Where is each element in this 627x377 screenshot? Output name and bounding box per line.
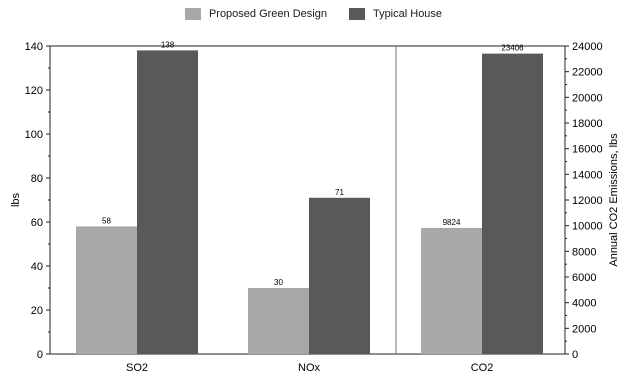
right-axis-tick-label: 22000	[572, 67, 603, 79]
legend-item-typical: Typical House	[348, 8, 443, 20]
right-axis-tick-label: 2000	[572, 323, 596, 335]
right-axis-tick-label: 24000	[572, 41, 603, 53]
left-axis-tick-label: 80	[31, 173, 43, 185]
data-label-nox-typical: 71	[335, 188, 344, 197]
legend-swatch-proposed	[184, 8, 201, 20]
right-axis-tick-label: 16000	[572, 144, 603, 156]
data-label-co2-proposed: 9824	[443, 218, 461, 227]
left-axis-tick-label: 140	[25, 41, 43, 53]
legend-item-proposed: Proposed Green Design	[184, 8, 327, 20]
right-axis-tick-label: 10000	[572, 221, 603, 233]
bar-nox-proposed	[248, 288, 309, 354]
data-label-co2-typical: 23406	[501, 44, 524, 53]
right-axis-tick-label: 12000	[572, 195, 603, 207]
legend-label-proposed: Proposed Green Design	[208, 8, 327, 20]
bar-so2-typical	[137, 50, 198, 355]
left-axis-tick-label: 100	[25, 129, 43, 141]
bar-co2-typical	[482, 53, 543, 355]
bar-co2-proposed	[421, 227, 482, 354]
right-axis-tick-label: 4000	[572, 298, 596, 310]
legend-swatch-typical	[348, 8, 365, 20]
right-axis-tick-label: 6000	[572, 272, 596, 284]
left-axis-tick-label: 60	[31, 217, 43, 229]
left-axis-tick-label: 40	[31, 261, 43, 273]
left-axis-tick-label: 120	[25, 85, 43, 97]
right-axis-tick-label: 8000	[572, 246, 596, 258]
data-label-nox-proposed: 30	[274, 278, 283, 287]
right-axis-tick-label: 18000	[572, 118, 603, 130]
category-label-nox: NOx	[298, 362, 321, 374]
right-axis-tick-label: 0	[572, 349, 578, 361]
left-axis-title: lbs	[10, 192, 22, 207]
category-label-so2: SO2	[126, 362, 148, 374]
data-label-so2-typical: 138	[161, 40, 175, 49]
right-axis-tick-label: 14000	[572, 169, 603, 181]
bar-nox-typical	[309, 197, 370, 354]
category-label-co2: CO2	[471, 362, 494, 374]
bar-so2-proposed	[76, 226, 137, 354]
chart-legend: Proposed Green Design Typical House	[0, 6, 627, 22]
left-axis-tick-label: 20	[31, 305, 43, 317]
right-axis-tick-label: 20000	[572, 92, 603, 104]
legend-label-typical: Typical House	[372, 8, 443, 20]
data-label-so2-proposed: 58	[102, 216, 111, 225]
left-axis-tick-label: 0	[37, 349, 43, 361]
right-axis-title: Annual CO2 Emissions, lbs	[608, 133, 620, 267]
